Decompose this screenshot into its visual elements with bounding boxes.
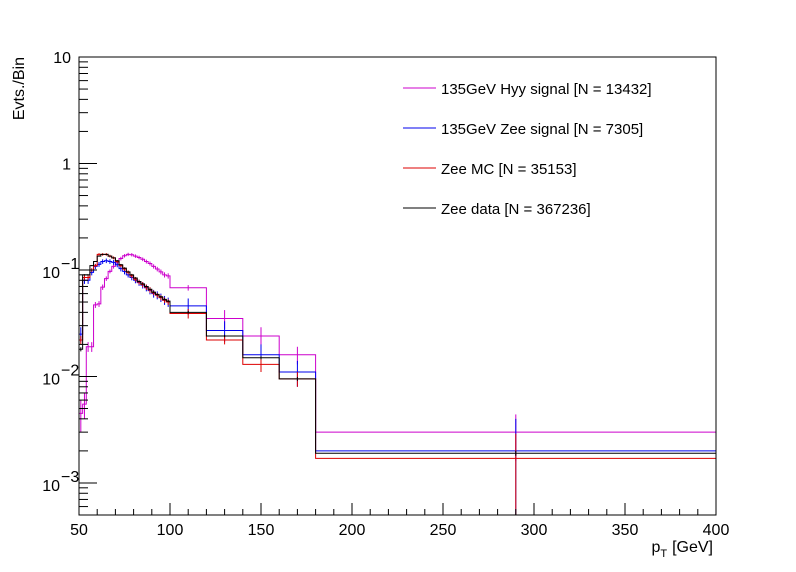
y-tick-label: 10 bbox=[53, 50, 71, 67]
y-tick-exponent: −2 bbox=[61, 362, 79, 379]
x-tick-label: 400 bbox=[703, 522, 730, 539]
y-tick-label: 10 bbox=[42, 371, 60, 388]
legend-entry: Zee data [N = 367236] bbox=[441, 201, 591, 218]
x-tick-label: 350 bbox=[612, 522, 639, 539]
x-axis: 50 100 150 200 250 300 350 400 bbox=[70, 503, 729, 539]
x-tick-label: 100 bbox=[157, 522, 184, 539]
legend-entry: Zee MC [N = 35153] bbox=[441, 161, 576, 178]
x-tick-label: 200 bbox=[339, 522, 366, 539]
y-axis-title: Evts./Bin bbox=[11, 57, 28, 120]
x-axis-title: pT [GeV] bbox=[651, 539, 713, 560]
series-layer bbox=[78, 252, 716, 515]
x-tick-label: 50 bbox=[70, 522, 88, 539]
x-tick-label: 250 bbox=[430, 522, 457, 539]
x-tick-label: 300 bbox=[521, 522, 548, 539]
series-line bbox=[78, 253, 716, 515]
y-tick-label: 10 bbox=[42, 265, 60, 282]
series-line bbox=[78, 253, 716, 515]
y-tick-exponent: −3 bbox=[61, 469, 79, 486]
legend: 135GeV Hyy signal [N = 13432] 135GeV Zee … bbox=[403, 81, 652, 218]
x-tick-label: 150 bbox=[248, 522, 275, 539]
y-tick-exponent: −1 bbox=[61, 256, 79, 273]
y-tick-label: 10 bbox=[42, 478, 60, 495]
y-tick-label: 1 bbox=[62, 156, 71, 173]
series-3 bbox=[78, 253, 716, 515]
legend-entry: 135GeV Zee signal [N = 7305] bbox=[441, 121, 643, 138]
legend-entry: 135GeV Hyy signal [N = 13432] bbox=[441, 81, 652, 98]
